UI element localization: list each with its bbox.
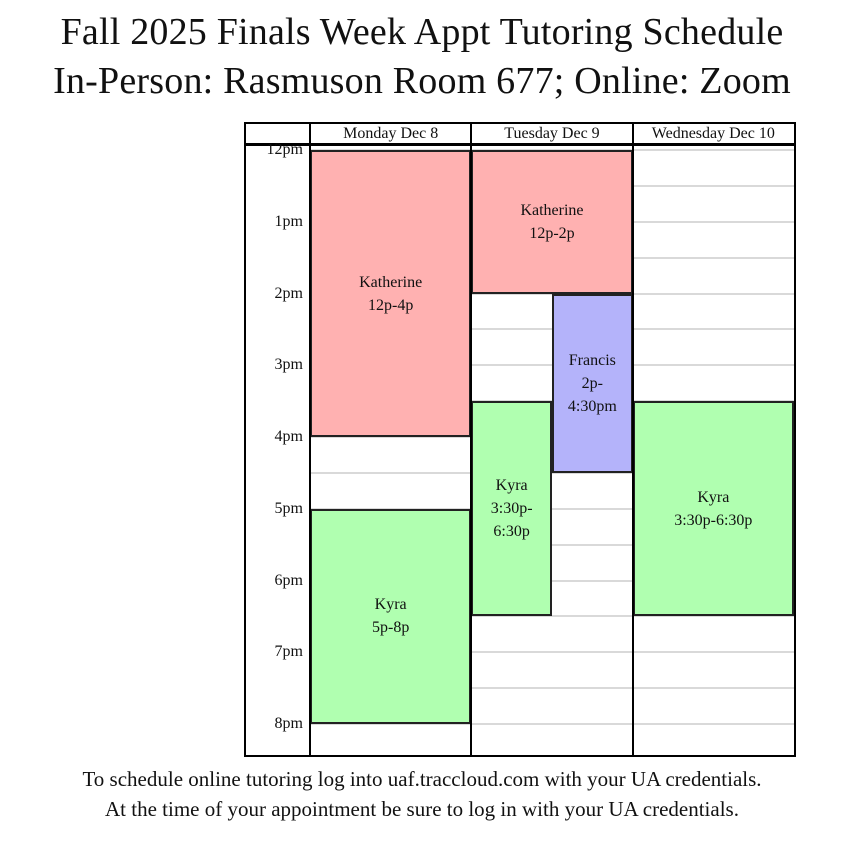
- column-header: Monday Dec 8: [343, 125, 439, 142]
- gridline: [310, 579, 794, 582]
- time-label: 8pm: [274, 715, 303, 732]
- page-title: Fall 2025 Finals Week Appt Tutoring Sche…: [60, 11, 784, 53]
- gridline: [310, 687, 794, 690]
- block-tutor-name: Kyra: [697, 488, 730, 506]
- time-column-separator: [309, 124, 311, 755]
- block-time-range: 4:30pm: [567, 397, 617, 415]
- time-label: 7pm: [274, 643, 303, 661]
- page-header: Fall 2025 Finals Week Appt Tutoring Sche…: [0, 8, 844, 106]
- gridline: [310, 723, 794, 725]
- schedule-block: Francis 2p- 4:30pm: [552, 293, 633, 473]
- day-column-separator: [631, 124, 634, 755]
- gridline: [310, 507, 794, 510]
- block-tutor-name: Katherine: [520, 201, 584, 219]
- footer-line-2: At the time of your appointment be sure …: [105, 797, 739, 821]
- schedule-block: Katherine 12p-2p: [471, 150, 633, 294]
- block-tutor-name: Kyra: [374, 596, 407, 614]
- gridline: [310, 651, 794, 654]
- block-time-range: 6:30p: [493, 523, 530, 541]
- column-header: Tuesday Dec 9: [504, 125, 600, 142]
- footer-line-1: To schedule online tutoring log into uaf…: [82, 767, 762, 791]
- time-label: 12pm: [266, 141, 303, 158]
- header-divider: [246, 143, 794, 146]
- gridline: [310, 543, 794, 546]
- page-subtitle: In-Person: Rasmuson Room 677; Online: Zo…: [53, 60, 791, 102]
- block-time-range: 3:30p-6:30p: [674, 511, 753, 529]
- time-label: 1pm: [274, 212, 303, 230]
- gridline: [310, 471, 794, 474]
- block-time-range: 2p-: [581, 374, 603, 392]
- block-time-range: 3:30p-: [490, 500, 533, 518]
- schedule-table: Katherine 12p-4p Kyra 5p-8p Katherine 12p-2p F…: [244, 122, 796, 757]
- schedule-block: Kyra 5p-8p: [310, 508, 472, 724]
- schedule-block: Kyra 3:30p-6:30p: [632, 401, 794, 617]
- block-time-range: 5p-8p: [372, 619, 410, 637]
- page-footer: To schedule online tutoring log into uaf…: [0, 764, 844, 824]
- block-time-range: 12p-4p: [368, 296, 414, 314]
- column-header: Wednesday Dec 10: [651, 125, 775, 142]
- block-time-range: 12p-2p: [529, 224, 575, 242]
- time-label: 3pm: [274, 356, 303, 374]
- gridline: [310, 615, 794, 618]
- schedule-block: Katherine 12p-4p: [310, 150, 472, 437]
- day-column-separator: [470, 124, 473, 755]
- time-label: 6pm: [274, 571, 303, 589]
- time-label: 5pm: [274, 499, 303, 517]
- schedule-block: Kyra 3:30p- 6:30p: [471, 401, 552, 617]
- time-label: 4pm: [274, 428, 303, 445]
- time-label: 2pm: [274, 284, 303, 302]
- block-tutor-name: Francis: [568, 351, 616, 369]
- block-tutor-name: Katherine: [359, 273, 423, 291]
- block-tutor-name: Kyra: [495, 477, 528, 495]
